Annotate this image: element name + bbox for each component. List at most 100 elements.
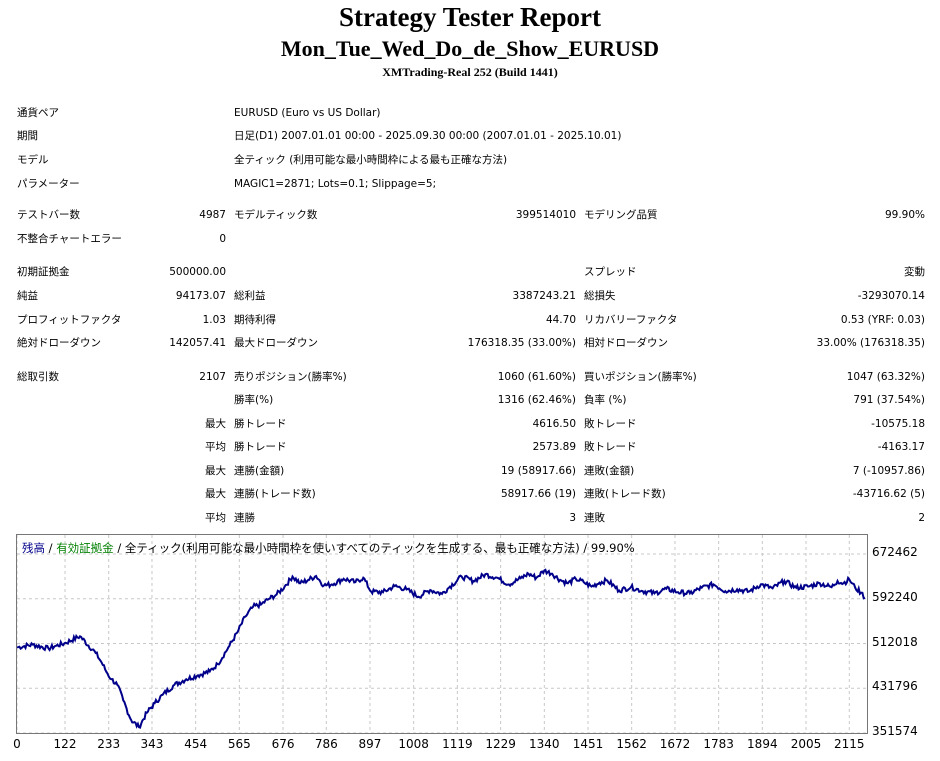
- trades-value: 2107: [199, 371, 226, 383]
- avg-loss-label: 敗トレード: [584, 441, 637, 453]
- recovery-value: 0.53 (YRF: 0.03): [840, 314, 925, 326]
- deposit-label: 初期証拠金: [17, 266, 70, 278]
- short-value: 1060 (61.60%): [497, 371, 576, 383]
- x-tick-label: 122: [53, 737, 77, 751]
- info-label-pair: 通貨ペア: [17, 107, 59, 119]
- x-tick-label: 1229: [485, 737, 516, 751]
- info-label-model: モデル: [17, 154, 49, 166]
- avg-cons-win-label: 連勝: [234, 512, 255, 524]
- x-tick-label: 2005: [790, 737, 822, 751]
- mismatch-label: 不整合チャートエラー: [17, 233, 122, 245]
- cons-loss-amt-value: 7 (-10957.86): [852, 465, 925, 477]
- x-tick-label: 1008: [398, 737, 429, 751]
- info-label-period: 期間: [17, 130, 38, 142]
- expected-value: 44.70: [545, 314, 576, 326]
- avg-win-value: 2573.89: [532, 441, 576, 453]
- x-tick-label: 1783: [703, 737, 734, 751]
- rel-dd-value: 33.00% (176318.35): [816, 337, 925, 349]
- bars-label: テストバー数: [17, 209, 80, 221]
- x-tick-label: 233: [97, 737, 121, 751]
- trades-label: 総取引数: [17, 371, 59, 383]
- x-tick-label: 1562: [616, 737, 647, 751]
- deposit-value: 500000.00: [169, 266, 226, 278]
- x-tick-label: 2115: [834, 737, 865, 751]
- legend-balance: 残高: [22, 541, 45, 555]
- x-tick-label: 1119: [442, 737, 473, 751]
- info-label-params: パラメーター: [17, 178, 80, 190]
- loss-rate-value: 791 (37.54%): [853, 394, 925, 406]
- cons-loss-cnt-value: -43716.62 (5): [852, 488, 925, 500]
- avg-cons-win-value: 3: [569, 512, 576, 524]
- win-rate-value: 1316 (62.46%): [497, 394, 576, 406]
- spread-label: スプレッド: [584, 266, 637, 278]
- recovery-label: リカバリーファクタ: [584, 314, 678, 326]
- loss-rate-label: 負率 (%): [584, 394, 627, 406]
- y-tick-label: 672462: [872, 545, 918, 559]
- x-tick-label: 1672: [659, 737, 691, 751]
- short-label: 売りポジション(勝率%): [234, 371, 347, 383]
- gross-loss-label: 総損失: [584, 290, 616, 302]
- y-tick-label: 592240: [872, 589, 918, 604]
- x-tick-label: 1340: [529, 737, 560, 751]
- avg-prefix-2: 平均: [205, 512, 226, 524]
- rel-dd-label: 相対ドローダウン: [584, 337, 668, 349]
- gross-profit-value: 3387243.21: [512, 290, 576, 302]
- avg-cons-loss-value: 2: [918, 512, 925, 524]
- cons-win-amt-value: 19 (58917.66): [501, 465, 576, 477]
- chart-legend: 残高 / 有効証拠金 / 全ティック(利用可能な最小時間枠を使いすべてのティック…: [22, 540, 635, 556]
- cons-loss-cnt-label: 連敗(トレード数): [584, 488, 666, 500]
- max-win-value: 4616.50: [532, 418, 576, 430]
- expected-label: 期待利得: [234, 314, 276, 326]
- avg-win-label: 勝トレード: [234, 441, 287, 453]
- max-dd-value: 176318.35 (33.00%): [467, 337, 576, 349]
- x-tick-label: 786: [314, 737, 338, 751]
- avg-prefix-1: 平均: [205, 441, 226, 453]
- legend-description: / 全ティック(利用可能な最小時間枠を使いすべてのティックを生成する、最も正確な…: [113, 541, 635, 555]
- x-tick-label: 0: [13, 737, 21, 751]
- balance-chart-plot: [17, 535, 867, 733]
- quality-label: モデリング品質: [584, 209, 658, 221]
- y-tick-label: 431796: [872, 679, 918, 694]
- pf-label: プロフィットファクタ: [17, 314, 122, 326]
- abs-dd-label: 絶対ドローダウン: [17, 337, 101, 349]
- spread-value: 変動: [904, 266, 925, 278]
- cons-win-cnt-label: 連勝(トレード数): [234, 488, 316, 500]
- max-prefix-2: 最大: [205, 465, 226, 477]
- avg-loss-value: -4163.17: [877, 441, 925, 453]
- info-value-pair: EURUSD (Euro vs US Dollar): [234, 107, 381, 119]
- strategy-name: Mon_Tue_Wed_Do_de_Show_EURUSD: [280, 36, 660, 61]
- cons-loss-amt-label: 連敗(金額): [584, 465, 635, 477]
- max-loss-value: -10575.18: [871, 418, 925, 430]
- mismatch-value: 0: [219, 233, 226, 245]
- info-value-model: 全ティック (利用可能な最小時間枠による最も正確な方法): [234, 154, 508, 166]
- x-tick-label: 676: [271, 737, 295, 751]
- x-tick-label: 454: [184, 737, 208, 751]
- y-tick-label: 512018: [872, 634, 918, 649]
- info-value-period: 日足(D1) 2007.01.01 00:00 - 2025.09.30 00:…: [234, 130, 622, 142]
- max-win-label: 勝トレード: [234, 418, 287, 430]
- balance-line: [17, 568, 866, 729]
- x-tick-label: 343: [140, 737, 164, 751]
- net-value: 94173.07: [175, 290, 226, 302]
- max-prefix-3: 最大: [205, 488, 226, 500]
- long-label: 買いポジション(勝率%): [584, 371, 697, 383]
- quality-value: 99.90%: [884, 209, 925, 221]
- bars-value: 4987: [199, 209, 226, 221]
- x-tick-label: 1451: [572, 737, 604, 751]
- gross-profit-label: 総利益: [234, 290, 266, 302]
- ticks-label: モデルティック数: [234, 209, 318, 221]
- net-label: 純益: [17, 290, 38, 302]
- max-prefix-1: 最大: [205, 418, 226, 430]
- legend-equity: 有効証拠金: [56, 541, 114, 555]
- cons-win-amt-label: 連勝(金額): [234, 465, 285, 477]
- win-rate-label: 勝率(%): [234, 394, 274, 406]
- build-info: XMTrading-Real 252 (Build 1441): [382, 65, 558, 79]
- balance-chart: [16, 534, 868, 734]
- cons-win-cnt-value: 58917.66 (19): [501, 488, 576, 500]
- y-tick-label: 351574: [872, 724, 918, 738]
- long-value: 1047 (63.32%): [846, 371, 925, 383]
- x-tick-label: 565: [227, 737, 251, 751]
- report-title: Strategy Tester Report: [339, 2, 601, 32]
- abs-dd-value: 142057.41: [169, 337, 226, 349]
- info-value-params: MAGIC1=2871; Lots=0.1; Slippage=5;: [234, 178, 437, 190]
